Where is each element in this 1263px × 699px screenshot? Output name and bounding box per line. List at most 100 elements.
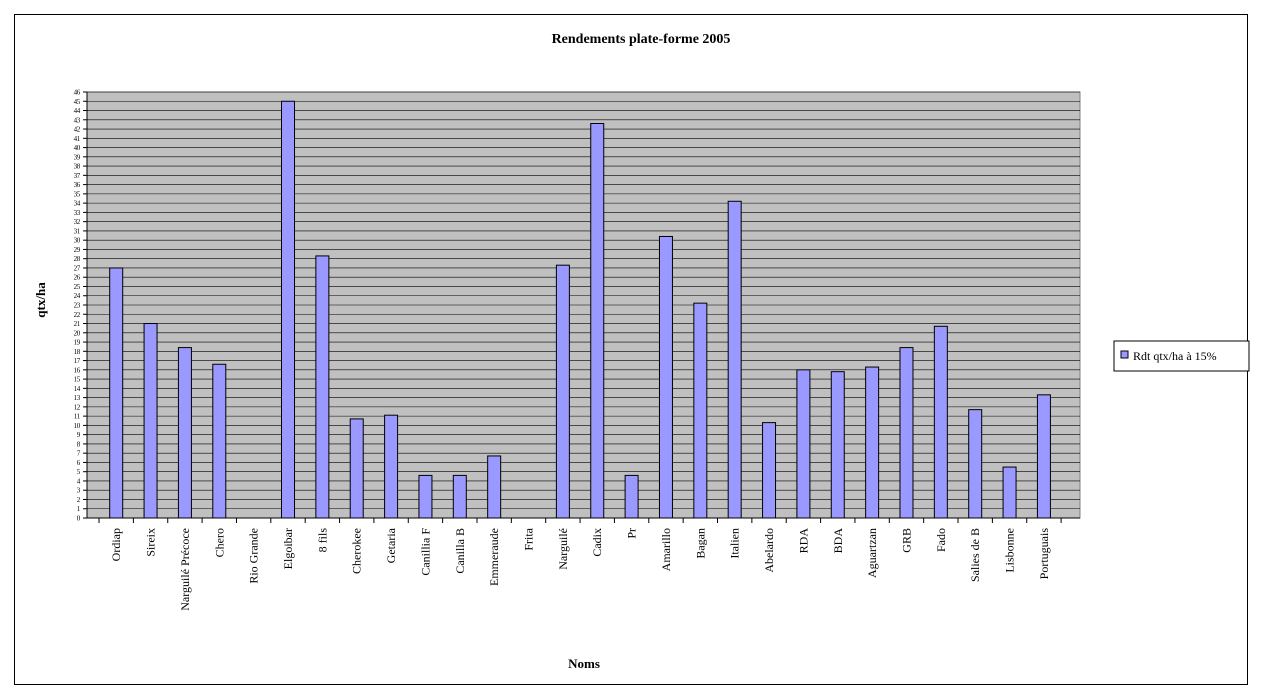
y-tick-label: 2: [77, 496, 81, 504]
y-tick-label: 23: [74, 302, 81, 310]
x-tick-label: Bagan: [693, 528, 707, 559]
x-tick-label: Fado: [934, 528, 948, 552]
x-tick-label: Salies de B: [968, 528, 982, 582]
y-tick-label: 27: [74, 264, 81, 272]
y-tick-label: 40: [74, 144, 81, 152]
bar: [350, 419, 363, 518]
x-tick-label: Sireix: [144, 528, 158, 557]
y-tick-label: 28: [74, 255, 81, 263]
bar: [831, 372, 844, 518]
bar: [453, 475, 466, 518]
x-tick-label: Cherokee: [350, 528, 364, 574]
legend-swatch: [1121, 351, 1128, 358]
bar: [144, 324, 157, 518]
y-tick-label: 16: [74, 366, 81, 374]
y-tick-label: 26: [74, 274, 81, 282]
y-tick-label: 34: [74, 200, 81, 208]
plot-area: 0123456789101112131415161718192021222324…: [74, 89, 1080, 611]
bar: [556, 265, 569, 518]
y-tick-label: 9: [77, 431, 81, 439]
y-axis-title: qtx/ha: [33, 282, 48, 318]
bar: [213, 364, 226, 518]
legend-label: Rdt qtx/ha à 15%: [1133, 349, 1217, 363]
bar: [419, 475, 432, 518]
bar: [110, 268, 123, 518]
y-tick-label: 5: [77, 468, 81, 476]
x-tick-label: Portuguais: [1037, 528, 1051, 580]
x-tick-label: Lisbonne: [1003, 528, 1017, 573]
y-tick-label: 42: [74, 126, 81, 134]
x-tick-label: Narguilé Précoce: [178, 528, 192, 611]
x-tick-label: Ordiap: [109, 528, 123, 561]
y-tick-label: 33: [74, 209, 81, 217]
bar: [316, 256, 329, 518]
bar: [728, 201, 741, 518]
y-tick-label: 32: [74, 218, 81, 226]
y-tick-label: 35: [74, 190, 81, 198]
x-tick-label: Aguartzan: [865, 528, 879, 578]
y-tick-label: 37: [74, 172, 81, 180]
bar: [178, 348, 191, 518]
x-tick-label: Rio Grande: [247, 528, 261, 584]
chart-title: Rendements plate-forme 2005: [552, 32, 731, 47]
bar: [625, 475, 638, 518]
y-tick-label: 6: [77, 459, 81, 467]
y-tick-label: 19: [74, 339, 81, 347]
y-tick-label: 0: [77, 515, 81, 523]
x-tick-label: Abelardo: [762, 528, 776, 573]
y-tick-label: 22: [74, 311, 81, 319]
bar: [659, 236, 672, 518]
x-tick-label: Canilla B: [453, 528, 467, 574]
x-tick-label: Italien: [728, 528, 742, 559]
y-tick-label: 25: [74, 283, 81, 291]
x-tick-label: Frita: [522, 527, 536, 550]
x-tick-label: Emmeraude: [487, 528, 501, 586]
y-tick-label: 43: [74, 116, 81, 124]
x-tick-label: Narguilé: [556, 528, 570, 570]
x-tick-label: GRB: [899, 528, 913, 553]
x-tick-label: Getaria: [384, 527, 398, 563]
y-tick-label: 24: [74, 292, 81, 300]
y-tick-label: 44: [74, 107, 81, 115]
x-tick-label: Chero: [212, 528, 226, 557]
y-tick-label: 10: [74, 422, 81, 430]
bar: [694, 303, 707, 518]
bar: [866, 367, 879, 518]
bar: [591, 123, 604, 518]
bar: [385, 415, 398, 518]
y-tick-label: 41: [74, 135, 81, 143]
y-tick-label: 11: [74, 413, 81, 421]
bar: [1037, 395, 1050, 518]
x-tick-label: Pr: [625, 528, 639, 539]
x-tick-label: Canillia F: [418, 528, 432, 576]
x-axis-title: Noms: [568, 656, 600, 671]
x-tick-label: BDA: [831, 528, 845, 554]
bar: [1003, 467, 1016, 518]
y-tick-label: 15: [74, 376, 81, 384]
y-tick-label: 14: [74, 385, 81, 393]
x-tick-label: Amarillo: [659, 528, 673, 571]
y-tick-label: 20: [74, 329, 81, 337]
y-tick-label: 29: [74, 246, 81, 254]
y-tick-label: 1: [77, 505, 81, 513]
legend: Rdt qtx/ha à 15%: [1114, 341, 1249, 371]
bar: [763, 423, 776, 518]
bar: [797, 370, 810, 518]
y-tick-label: 12: [74, 403, 81, 411]
y-tick-label: 21: [74, 320, 81, 328]
bar: [282, 101, 295, 518]
y-tick-label: 3: [77, 487, 81, 495]
x-tick-label: 8 fils: [315, 528, 329, 553]
y-tick-label: 31: [74, 227, 81, 235]
x-tick-label: Cadix: [590, 528, 604, 557]
bar: [969, 410, 982, 518]
y-tick-label: 4: [77, 477, 81, 485]
y-tick-label: 46: [74, 89, 81, 97]
y-tick-label: 7: [77, 450, 81, 458]
y-tick-label: 18: [74, 348, 81, 356]
y-tick-label: 39: [74, 153, 81, 161]
bar: [900, 348, 913, 518]
bar: [488, 456, 501, 518]
y-tick-label: 13: [74, 394, 81, 402]
